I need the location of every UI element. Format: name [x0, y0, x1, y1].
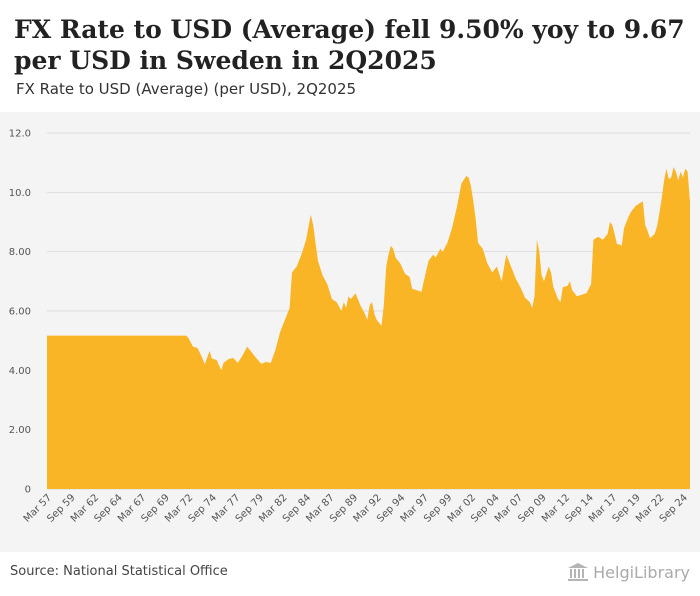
- brand-name: HelgiLibrary: [593, 562, 690, 582]
- y-tick-label: 10.0: [9, 188, 31, 199]
- y-tick-label: 4.00: [9, 366, 31, 377]
- chart-subtitle: FX Rate to USD (Average) (per USD), 2Q20…: [16, 80, 357, 98]
- y-tick-label: 2.00: [9, 425, 31, 436]
- series-area-fx-rate: [47, 167, 690, 489]
- chart-footer: Source: National Statistical Office Helg…: [0, 552, 700, 596]
- y-axis: 0 2.00 4.00 6.00 8.00 10.0 12.0: [9, 129, 31, 496]
- source-note: Source: National Statistical Office: [10, 564, 228, 579]
- y-tick-label: 0: [25, 485, 31, 496]
- y-tick-label: 12.0: [9, 129, 31, 140]
- y-tick-label: 8.00: [9, 247, 31, 258]
- chart-title: FX Rate to USD (Average) fell 9.50% yoy …: [14, 15, 685, 75]
- chart-header: FX Rate to USD (Average) fell 9.50% yoy …: [0, 0, 700, 112]
- brand-logo: HelgiLibrary: [567, 561, 690, 583]
- building-columns-icon: [568, 563, 589, 581]
- y-tick-label: 6.00: [9, 307, 31, 318]
- plot-area: 0 2.00 4.00 6.00 8.00 10.0 12.0 Mar 57 Sep 59 Mar…: [0, 112, 700, 552]
